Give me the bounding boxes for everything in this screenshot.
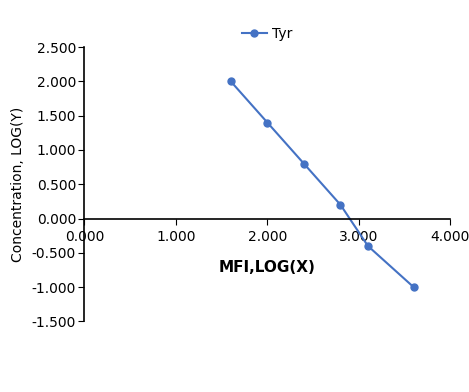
Tyr bbox=[338, 202, 343, 207]
Tyr bbox=[265, 120, 270, 125]
Tyr bbox=[365, 243, 371, 249]
Y-axis label: Concentration, LOG(Y): Concentration, LOG(Y) bbox=[11, 107, 25, 262]
Tyr bbox=[411, 285, 416, 289]
Legend: Tyr: Tyr bbox=[236, 21, 298, 46]
X-axis label: MFI,LOG(X): MFI,LOG(X) bbox=[219, 260, 316, 275]
Tyr bbox=[228, 79, 234, 84]
Line: Tyr: Tyr bbox=[227, 78, 417, 290]
Tyr bbox=[301, 162, 307, 166]
